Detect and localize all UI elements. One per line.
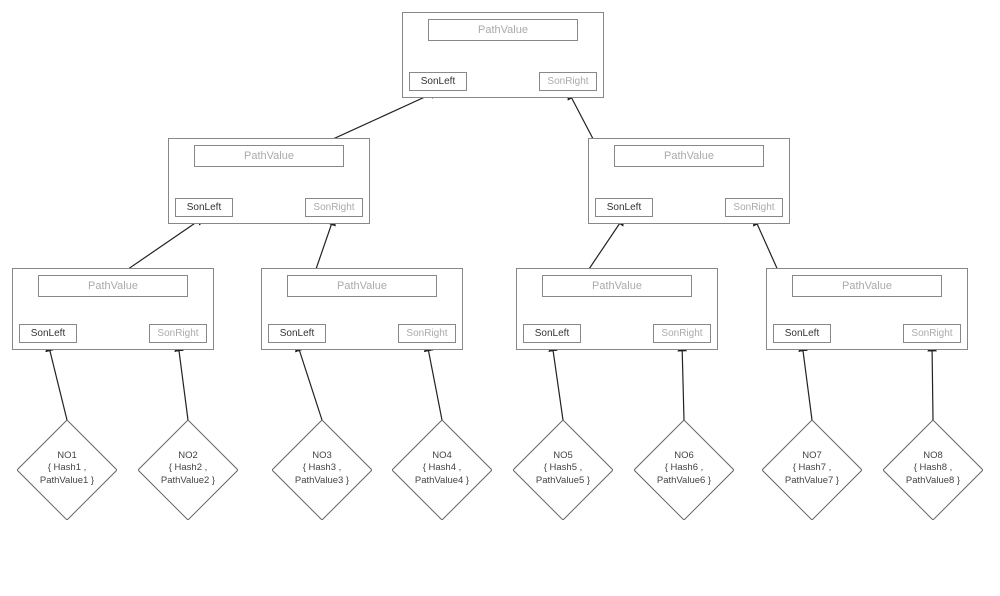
leaf-no: NO4 bbox=[392, 450, 492, 462]
leaf-no: NO3 bbox=[272, 450, 372, 462]
leaf-label: NO6{ Hash6 ,PathValue6 } bbox=[634, 450, 734, 487]
leaf-no: NO2 bbox=[138, 450, 238, 462]
leaf-line2: { Hash1 , bbox=[17, 462, 117, 474]
leaf-line2: { Hash8 , bbox=[883, 462, 983, 474]
leaf-line2: { Hash6 , bbox=[634, 462, 734, 474]
tree-node: PathValue SonLeft SonRight bbox=[766, 268, 968, 350]
pathvalue-box: PathValue bbox=[792, 275, 942, 297]
leaf-line3: PathValue2 } bbox=[138, 475, 238, 487]
son-row: SonLeft SonRight bbox=[175, 198, 363, 217]
leaf-no: NO5 bbox=[513, 450, 613, 462]
leaf-label: NO8{ Hash8 ,PathValue8 } bbox=[883, 450, 983, 487]
leaf-line3: PathValue7 } bbox=[762, 475, 862, 487]
tree-node: PathValue SonLeft SonRight bbox=[588, 138, 790, 224]
pathvalue-box: PathValue bbox=[194, 145, 344, 167]
leaf-no: NO6 bbox=[634, 450, 734, 462]
son-row: SonLeft SonRight bbox=[523, 324, 711, 343]
leaf-node: NO7{ Hash7 ,PathValue7 } bbox=[762, 420, 862, 520]
leaf-label: NO4{ Hash4 ,PathValue4 } bbox=[392, 450, 492, 487]
leaf-line2: { Hash5 , bbox=[513, 462, 613, 474]
pathvalue-box: PathValue bbox=[38, 275, 188, 297]
sonright-box: SonRight bbox=[149, 324, 207, 343]
sonleft-box: SonLeft bbox=[523, 324, 581, 343]
leaf-node: NO5{ Hash5 ,PathValue5 } bbox=[513, 420, 613, 520]
leaf-line2: { Hash2 , bbox=[138, 462, 238, 474]
son-row: SonLeft SonRight bbox=[268, 324, 456, 343]
leaf-line2: { Hash4 , bbox=[392, 462, 492, 474]
leaf-label: NO5{ Hash5 ,PathValue5 } bbox=[513, 450, 613, 487]
leaf-node: NO6{ Hash6 ,PathValue6 } bbox=[634, 420, 734, 520]
sonleft-box: SonLeft bbox=[175, 198, 233, 217]
leaf-line2: { Hash3 , bbox=[272, 462, 372, 474]
leaf-line3: PathValue1 } bbox=[17, 475, 117, 487]
tree-node: PathValue SonLeft SonRight bbox=[261, 268, 463, 350]
son-row: SonLeft SonRight bbox=[19, 324, 207, 343]
sonleft-box: SonLeft bbox=[19, 324, 77, 343]
son-row: SonLeft SonRight bbox=[409, 72, 597, 91]
sonleft-box: SonLeft bbox=[595, 198, 653, 217]
leaf-no: NO1 bbox=[17, 450, 117, 462]
leaf-label: NO3{ Hash3 ,PathValue3 } bbox=[272, 450, 372, 487]
leaf-node: NO1{ Hash1 ,PathValue1 } bbox=[17, 420, 117, 520]
leaf-node: NO2{ Hash2 ,PathValue2 } bbox=[138, 420, 238, 520]
sonright-box: SonRight bbox=[903, 324, 961, 343]
pathvalue-box: PathValue bbox=[428, 19, 578, 41]
sonleft-box: SonLeft bbox=[773, 324, 831, 343]
sonright-box: SonRight bbox=[539, 72, 597, 91]
leaf-line3: PathValue6 } bbox=[634, 475, 734, 487]
tree-node: PathValue SonLeft SonRight bbox=[516, 268, 718, 350]
sonright-box: SonRight bbox=[725, 198, 783, 217]
pathvalue-box: PathValue bbox=[614, 145, 764, 167]
leaf-line3: PathValue5 } bbox=[513, 475, 613, 487]
leaf-label: NO7{ Hash7 ,PathValue7 } bbox=[762, 450, 862, 487]
sonright-box: SonRight bbox=[653, 324, 711, 343]
sonleft-box: SonLeft bbox=[409, 72, 467, 91]
pathvalue-box: PathValue bbox=[287, 275, 437, 297]
tree-node: PathValue SonLeft SonRight bbox=[168, 138, 370, 224]
leaf-line3: PathValue8 } bbox=[883, 475, 983, 487]
son-row: SonLeft SonRight bbox=[773, 324, 961, 343]
leaf-no: NO8 bbox=[883, 450, 983, 462]
leaf-label: NO2{ Hash2 ,PathValue2 } bbox=[138, 450, 238, 487]
sonleft-box: SonLeft bbox=[268, 324, 326, 343]
leaf-node: NO3{ Hash3 ,PathValue3 } bbox=[272, 420, 372, 520]
leaf-line3: PathValue4 } bbox=[392, 475, 492, 487]
leaf-no: NO7 bbox=[762, 450, 862, 462]
leaf-line2: { Hash7 , bbox=[762, 462, 862, 474]
leaf-node: NO4{ Hash4 ,PathValue4 } bbox=[392, 420, 492, 520]
leaf-label: NO1{ Hash1 ,PathValue1 } bbox=[17, 450, 117, 487]
tree-node: PathValue SonLeft SonRight bbox=[12, 268, 214, 350]
tree-node: PathValue SonLeft SonRight bbox=[402, 12, 604, 98]
pathvalue-box: PathValue bbox=[542, 275, 692, 297]
sonright-box: SonRight bbox=[398, 324, 456, 343]
sonright-box: SonRight bbox=[305, 198, 363, 217]
leaf-line3: PathValue3 } bbox=[272, 475, 372, 487]
son-row: SonLeft SonRight bbox=[595, 198, 783, 217]
leaf-node: NO8{ Hash8 ,PathValue8 } bbox=[883, 420, 983, 520]
